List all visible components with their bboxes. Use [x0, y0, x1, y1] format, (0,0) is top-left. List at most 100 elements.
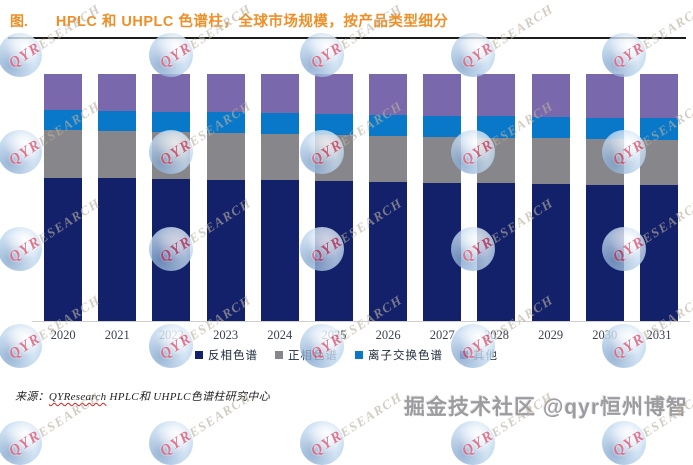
bar-segment: [423, 115, 462, 137]
bar-segment: [314, 74, 353, 114]
bar-segment: [152, 74, 191, 112]
bar-slot: [307, 74, 361, 321]
bar-segment: [44, 109, 83, 131]
qyresearch-watermark: QYRESEARCH: [602, 1, 693, 77]
bar-segment: [639, 74, 678, 118]
bar-segment: [206, 133, 245, 180]
bar-segment: [585, 117, 624, 140]
bar-slot: [632, 74, 686, 321]
qyresearch-watermark: QYRESEARCH: [451, 1, 556, 77]
qyresearch-watermark: QYRESEARCH: [300, 1, 405, 77]
bar-segment: [152, 111, 191, 133]
bar-segment: [206, 74, 245, 113]
legend-item: 离子交换色谱: [355, 347, 443, 363]
globe-icon: [149, 33, 193, 77]
qyresearch-watermark: QYRESEARCH: [149, 1, 254, 77]
bar-segment: [98, 110, 137, 132]
x-axis-tick-label: 2021: [104, 328, 130, 342]
source-label: 来源：: [15, 391, 49, 403]
figure-header: 图. HPLC 和 UHPLC 色谱柱，全球市场规模，按产品类型细分: [10, 10, 685, 31]
bar-segment: [639, 185, 678, 321]
bar-segment: [477, 74, 516, 117]
bar-segment: [314, 181, 353, 321]
x-axis-tick-label: 2023: [213, 328, 239, 342]
legend-label: 其他: [473, 350, 498, 362]
bar-slot: [90, 74, 144, 321]
bar-slot: [415, 74, 469, 321]
legend-item: 反相色谱: [195, 347, 258, 363]
bar-segment: [531, 116, 570, 139]
x-axis-tick-label: 2031: [646, 328, 672, 342]
bar-slot: [36, 74, 90, 321]
x-axis-tick-label: 2029: [538, 328, 564, 342]
stacked-bar-2029: [531, 74, 570, 321]
x-axis-labels: 2020 2021 2022 2023 2024 2025 2026 2027 2028 2029…: [32, 328, 690, 343]
legend-label: 正相色谱: [288, 350, 338, 362]
x-axis-tick-label: 2026: [375, 328, 401, 342]
globe-icon: [300, 33, 344, 77]
qyresearch-watermark: QYRESEARCH: [0, 1, 103, 77]
legend-swatch: [355, 351, 363, 359]
stacked-bar-plot-area: [32, 74, 690, 322]
watermark-brand-text: QYRESEARCH: [308, 388, 406, 460]
bar-segment: [477, 137, 516, 184]
bar-segment: [585, 139, 624, 185]
stacked-bar-2026: [369, 74, 408, 321]
bar-slot: [199, 74, 253, 321]
bar-segment: [369, 74, 408, 115]
stacked-bar-2031: [639, 74, 678, 321]
bar-segment: [369, 114, 408, 137]
bar-segment: [531, 74, 570, 117]
bar-slot: [524, 74, 578, 321]
bar-segment: [206, 179, 245, 321]
stacked-bar-2030: [585, 74, 624, 321]
bar-segment: [585, 184, 624, 321]
watermark-caption: 掘金技术社区 @qyr恒州博智: [404, 396, 688, 419]
stacked-bar-2023: [206, 74, 245, 321]
x-axis-tick-label: 2030: [592, 328, 618, 342]
legend-item: 其他: [460, 347, 498, 363]
x-axis-tick-label: 2025: [321, 328, 347, 342]
bar-segment: [206, 112, 245, 134]
x-axis-tick-label: 2020: [50, 328, 76, 342]
bar-segment: [639, 117, 678, 141]
bar-segment: [260, 113, 299, 135]
bar-segment: [152, 178, 191, 321]
figure-label: 图.: [10, 13, 28, 29]
x-axis-tick-label: 2027: [429, 328, 455, 342]
legend-swatch: [275, 351, 283, 359]
bar-segment: [531, 138, 570, 184]
legend-item: 正相色谱: [275, 347, 338, 363]
bar-segment: [423, 74, 462, 116]
legend-label: 离子交换色谱: [368, 350, 443, 362]
bar-segment: [369, 181, 408, 321]
bar-segment: [44, 177, 83, 321]
x-axis-tick-label: 2028: [483, 328, 509, 342]
bar-segment: [260, 180, 299, 321]
stacked-bar-2025: [314, 74, 353, 321]
chart-legend: 反相色谱 正相色谱 离子交换色谱 其他: [0, 347, 693, 363]
x-axis-tick-label: 2022: [158, 328, 184, 342]
bar-segment: [98, 74, 137, 111]
bar-segment: [314, 113, 353, 136]
source-brand: QYResearch: [48, 391, 107, 403]
bar-segment: [369, 136, 408, 182]
bar-segment: [423, 137, 462, 183]
bar-segment: [44, 130, 83, 178]
source-rest: HPLC和 UHPLC色谱柱研究中心: [106, 391, 270, 403]
globe-icon: [451, 33, 495, 77]
stacked-bar-2022: [152, 74, 191, 321]
bar-segment: [423, 182, 462, 321]
bar-segment: [585, 74, 624, 118]
stacked-bar-2024: [260, 74, 299, 321]
legend-swatch: [195, 351, 203, 359]
bar-segment: [314, 135, 353, 182]
bar-segment: [260, 134, 299, 181]
legend-label: 反相色谱: [208, 350, 258, 362]
globe-icon: [602, 33, 646, 77]
bar-segment: [98, 131, 137, 179]
bar-segment: [44, 74, 83, 110]
bar-segment: [477, 183, 516, 321]
source-note: 来源：QYResearch HPLC和 UHPLC色谱柱研究中心: [15, 388, 270, 404]
